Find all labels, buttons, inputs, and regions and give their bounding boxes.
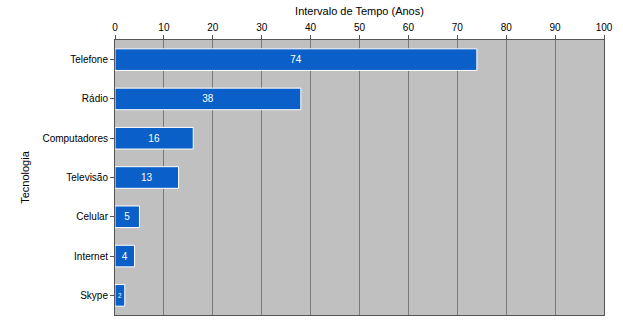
svg-text:Tecnologia: Tecnologia — [19, 150, 31, 203]
svg-text:2: 2 — [118, 292, 122, 299]
svg-text:40: 40 — [305, 22, 317, 33]
svg-text:Televisão: Televisão — [66, 172, 108, 183]
svg-text:Internet: Internet — [74, 251, 108, 262]
svg-text:38: 38 — [202, 93, 214, 104]
svg-text:Telefone: Telefone — [70, 54, 108, 65]
svg-text:100: 100 — [596, 22, 613, 33]
svg-text:4: 4 — [122, 251, 128, 262]
svg-text:13: 13 — [141, 172, 153, 183]
svg-text:70: 70 — [452, 22, 464, 33]
svg-text:60: 60 — [403, 22, 415, 33]
svg-text:Intervalo de Tempo (Anos): Intervalo de Tempo (Anos) — [295, 5, 424, 17]
svg-text:20: 20 — [207, 22, 219, 33]
svg-text:74: 74 — [290, 54, 302, 65]
svg-text:16: 16 — [148, 133, 160, 144]
svg-text:5: 5 — [124, 211, 130, 222]
svg-text:10: 10 — [158, 22, 170, 33]
svg-text:Skype: Skype — [80, 290, 108, 301]
svg-text:Celular: Celular — [76, 211, 108, 222]
svg-text:80: 80 — [501, 22, 513, 33]
svg-text:50: 50 — [354, 22, 366, 33]
svg-text:90: 90 — [550, 22, 562, 33]
svg-text:Rádio: Rádio — [82, 93, 109, 104]
svg-text:0: 0 — [112, 22, 118, 33]
svg-text:30: 30 — [256, 22, 268, 33]
svg-text:Computadores: Computadores — [42, 133, 108, 144]
